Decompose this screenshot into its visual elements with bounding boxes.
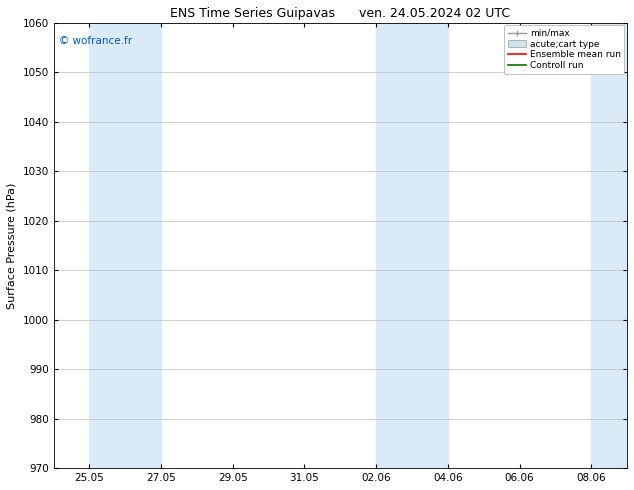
Legend: min/max, acute;cart type, Ensemble mean run, Controll run: min/max, acute;cart type, Ensemble mean … bbox=[505, 25, 624, 74]
Title: ENS Time Series Guipavas      ven. 24.05.2024 02 UTC: ENS Time Series Guipavas ven. 24.05.2024… bbox=[171, 7, 510, 20]
Y-axis label: Surface Pressure (hPa): Surface Pressure (hPa) bbox=[7, 182, 17, 309]
Bar bbox=[376, 23, 448, 468]
Bar bbox=[89, 23, 161, 468]
Text: © wofrance.fr: © wofrance.fr bbox=[60, 36, 133, 46]
Bar bbox=[592, 23, 627, 468]
